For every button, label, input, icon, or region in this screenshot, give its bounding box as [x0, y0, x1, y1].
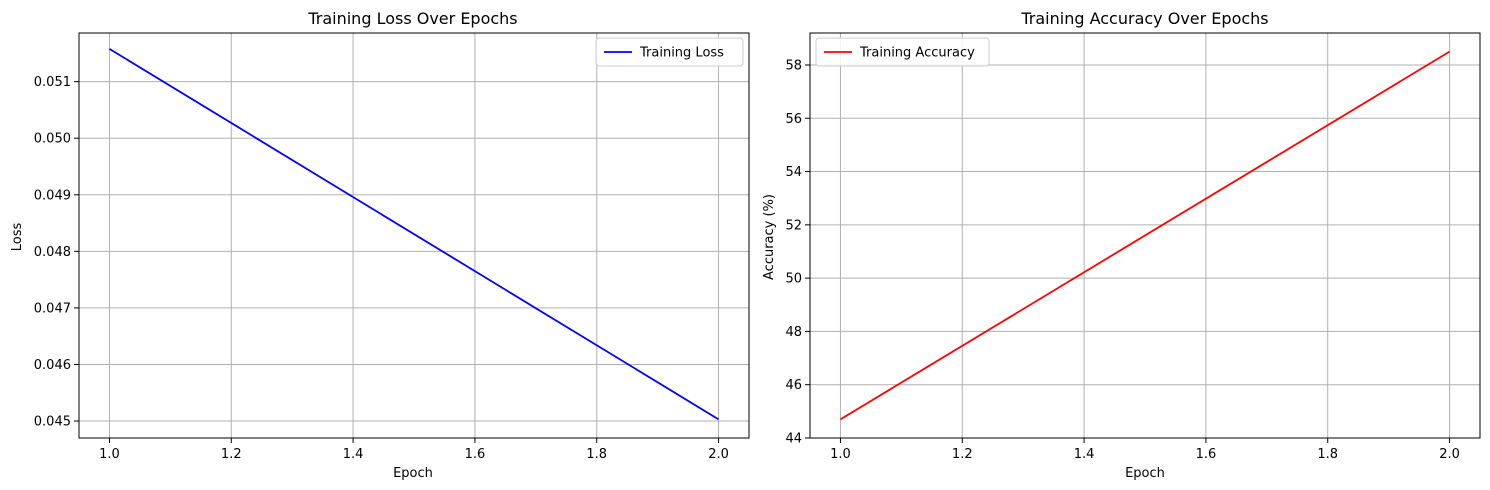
legend-box: [595, 37, 744, 67]
y-tick-label: 46: [785, 378, 802, 393]
loss-chart: Training Loss Over Epochs Epoch Loss 1.0…: [10, 9, 750, 481]
x-tick-label: 2.0: [708, 447, 729, 462]
y-tick-label: 54: [785, 165, 802, 180]
plot-frame: [809, 32, 1481, 439]
y-tick-label: 50: [785, 272, 802, 287]
y-tick-label: 48: [785, 325, 802, 340]
y-tick-label: 0.046: [34, 358, 71, 373]
y-tick-label: 56: [785, 112, 802, 127]
legend-box: [815, 37, 990, 67]
legend-label: Training Loss: [639, 46, 724, 61]
chart-title: Training Loss Over Epochs: [307, 9, 517, 28]
y-tick-label: 0.048: [34, 245, 71, 260]
y-axis-label: Accuracy (%): [762, 194, 777, 280]
x-tick-label: 1.6: [465, 447, 486, 462]
y-tick-label: 0.047: [34, 301, 71, 316]
chart-title: Training Accuracy Over Epochs: [1020, 9, 1268, 28]
x-tick-label: 1.4: [343, 447, 364, 462]
y-tick-label: 0.049: [34, 188, 71, 203]
legend-label: Training Accuracy: [859, 46, 975, 61]
y-tick-label: 58: [785, 58, 802, 73]
legend: Training Accuracy: [815, 37, 990, 67]
x-tick-label: 1.0: [830, 447, 851, 462]
x-tick-label: 1.0: [99, 447, 120, 462]
plot-frame: [78, 32, 750, 439]
x-tick-label: 1.4: [1074, 447, 1095, 462]
y-axis-label: Loss: [10, 223, 25, 252]
y-tick-label: 52: [785, 218, 802, 233]
y-tick-label: 0.051: [34, 75, 71, 90]
y-tick-label: 0.045: [34, 415, 71, 430]
x-axis-label: Epoch: [393, 466, 433, 481]
x-tick-label: 1.2: [952, 447, 973, 462]
x-axis-label: Epoch: [1125, 466, 1165, 481]
x-tick-label: 1.8: [1317, 447, 1338, 462]
y-tick-label: 0.050: [34, 132, 71, 147]
y-tick-label: 44: [785, 432, 802, 447]
series-line: [839, 50, 1451, 421]
x-tick-label: 1.6: [1196, 447, 1217, 462]
legend: Training Loss: [595, 37, 744, 67]
x-tick-label: 1.8: [586, 447, 607, 462]
series-line: [108, 48, 720, 421]
accuracy-chart: Training Accuracy Over Epochs Epoch Accu…: [762, 9, 1481, 481]
x-tick-label: 1.2: [221, 447, 242, 462]
x-tick-label: 2.0: [1439, 447, 1460, 462]
